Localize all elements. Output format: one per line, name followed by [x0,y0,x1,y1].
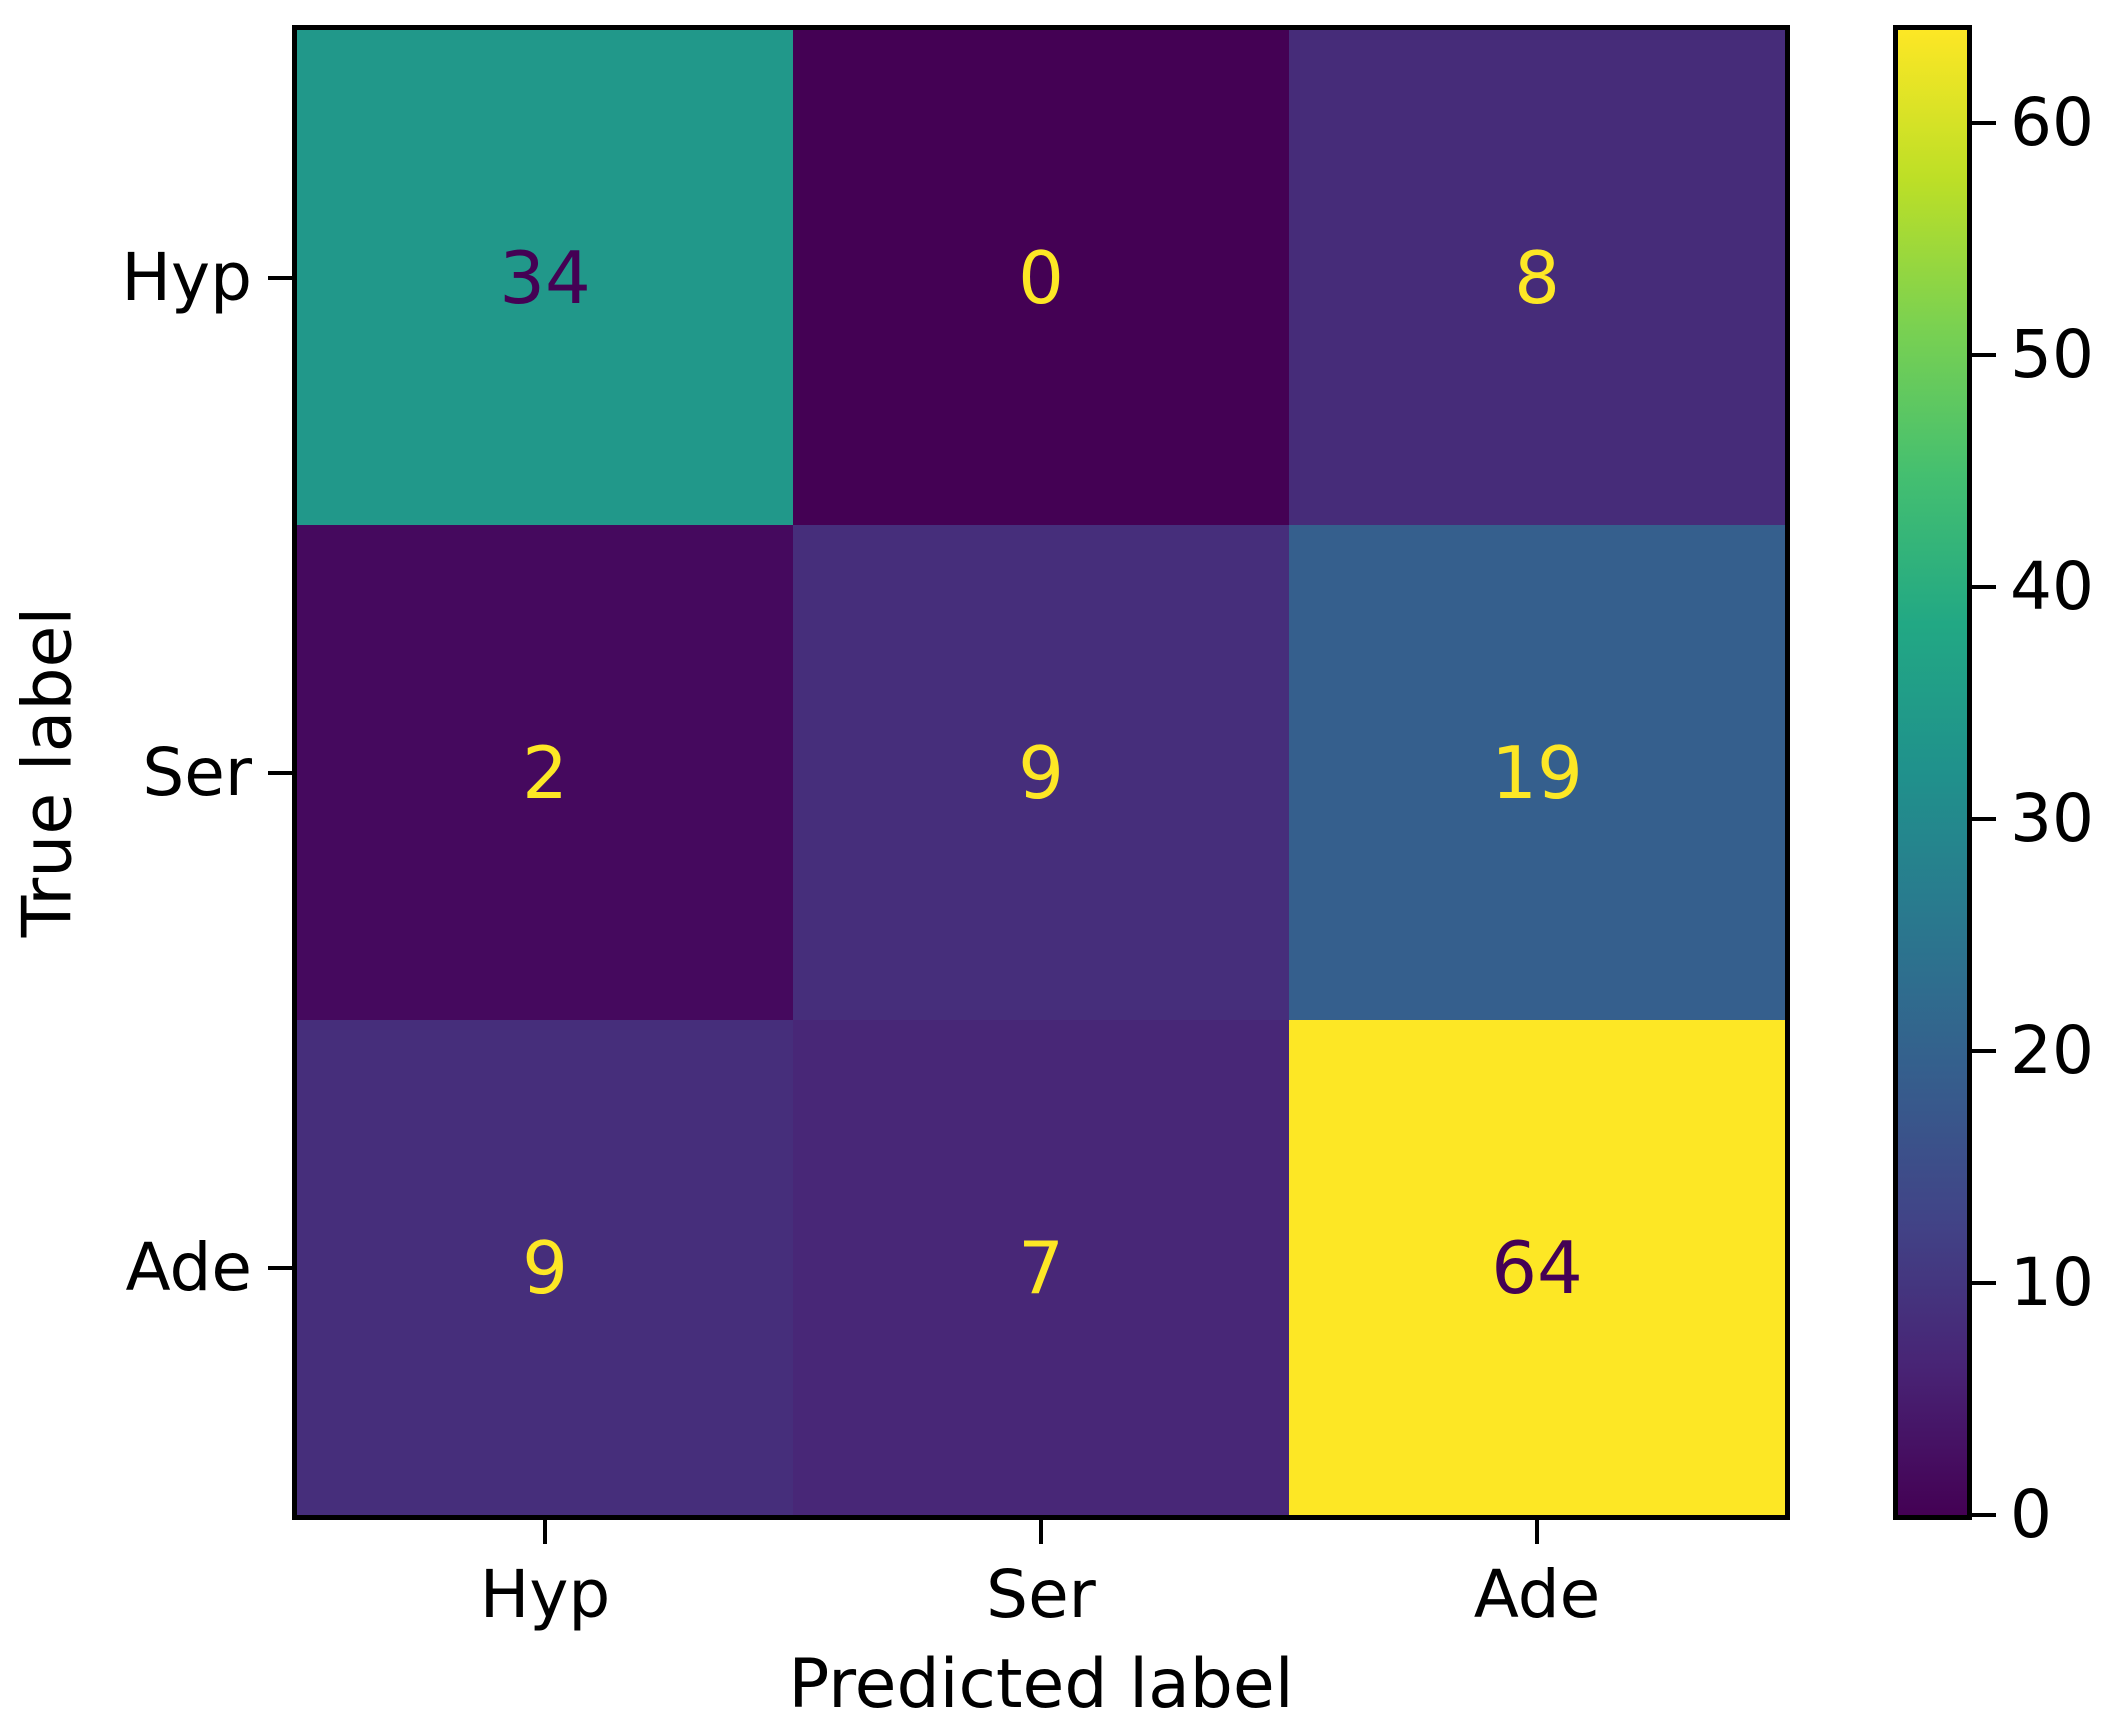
heatmap-cell: 7 [793,1020,1289,1515]
colorbar-tick-label: 60 [2010,83,2094,161]
cell-value: 8 [1514,235,1560,320]
x-tick-label: Ser [986,1556,1096,1633]
colorbar-tick-label: 10 [2010,1243,2094,1321]
colorbar-tick-label: 0 [2010,1476,2052,1553]
colorbar-tick-mark [1972,1513,1996,1517]
heatmap-cell: 9 [297,1020,793,1515]
colorbar-tick-mark [1972,816,1996,821]
x-axis-title: Predicted label [788,1645,1294,1724]
cell-value: 7 [1018,1225,1064,1310]
y-tick-label: Ade [125,1228,253,1306]
cell-value: 64 [1491,1225,1583,1310]
colorbar-tick-label: 20 [2010,1011,2094,1089]
colorbar-tick-mark [1972,1048,1996,1053]
heatmap-cell: 0 [793,30,1289,525]
heatmap-cell: 64 [1289,1020,1785,1515]
colorbar-tick-mark [1972,352,1996,357]
cell-value: 0 [1018,235,1064,320]
colorbar-tick-label: 50 [2010,315,2094,393]
cell-value: 2 [522,730,568,815]
colorbar-tick-mark [1972,1280,1996,1285]
colorbar-tick-label: 30 [2010,779,2094,857]
y-tick-label: Hyp [121,238,252,316]
heatmap-cell: 9 [793,525,1289,1020]
heatmap-cell: 2 [297,525,793,1020]
x-tick-mark [543,1520,547,1544]
cell-value: 34 [499,235,591,320]
cell-value: 9 [1018,730,1064,815]
heatmap-grid: 34 0 8 2 9 19 9 7 64 [297,30,1785,1515]
heatmap-cell: 34 [297,30,793,525]
x-tick-mark [1039,1520,1043,1544]
heatmap-plot: 34 0 8 2 9 19 9 7 64 [292,25,1790,1520]
heatmap-cell: 8 [1289,30,1785,525]
x-tick-mark [1535,1520,1539,1544]
colorbar-tick-label: 40 [2010,547,2094,625]
y-tick-mark [268,770,292,775]
colorbar-tick-mark [1972,120,1996,125]
colorbar [1893,25,1972,1520]
heatmap-cell: 19 [1289,525,1785,1020]
cell-value: 9 [522,1225,568,1310]
y-tick-mark [268,1265,292,1270]
cell-value: 19 [1491,730,1583,815]
x-tick-label: Ade [1473,1556,1601,1633]
x-tick-label: Hyp [479,1556,611,1633]
colorbar-tick-mark [1972,584,1996,589]
y-tick-label: Ser [142,733,252,811]
y-tick-mark [268,275,292,280]
